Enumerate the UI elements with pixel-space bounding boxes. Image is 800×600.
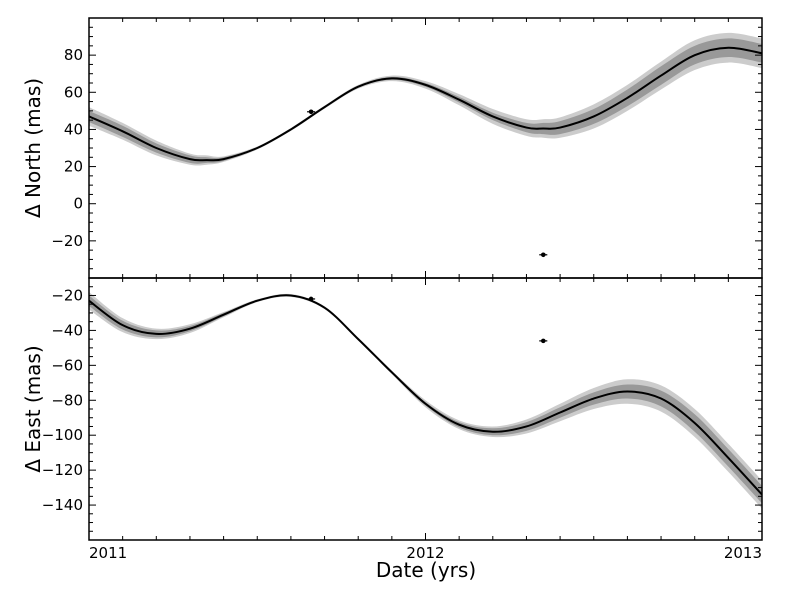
uncertainty-band-outer [89,32,762,166]
uncertainty-band-outer [89,291,762,509]
model-curve [89,294,762,496]
y-tick-label: −20 [51,286,83,304]
data-point [539,338,548,344]
y-tick-label: 60 [64,83,83,101]
x-axis-title: Date (yrs) [376,558,476,582]
y-tick-label: −120 [42,461,83,479]
y-tick-label: −40 [51,321,83,339]
x-tick-label: 2011 [89,544,127,562]
axes-frame [88,17,763,279]
x-tick-label: 2013 [724,544,762,562]
east-panel: −140 −120 −100 −80 −60 −40 −20 Δ East (mas) [21,277,763,541]
plot-area [89,291,762,509]
data-marker [308,109,314,115]
plot-area [89,32,762,258]
y-tick-label: −80 [51,391,83,409]
north-panel: −20 0 20 40 60 80 Δ North (mas) [21,17,763,279]
y-axis-title: Δ East (mas) [21,345,45,472]
y-tick-label: 20 [64,158,83,176]
y-tick-label: 0 [73,195,83,213]
y-tick-label: 40 [64,120,83,138]
data-marker [308,296,314,302]
data-marker [540,338,546,344]
y-tick-label: −140 [42,496,83,514]
data-point [307,109,316,115]
y-tick-label: −20 [51,232,83,250]
y-tick-label: −60 [51,356,83,374]
data-point [539,252,548,258]
data-marker [540,252,546,258]
y-axis-title: Δ North (mas) [21,78,45,218]
data-point [307,296,316,302]
y-tick-label: 80 [64,46,83,64]
y-tick-label: −100 [42,426,83,444]
x-tick-label: 2012 [406,544,444,562]
model-curve [89,46,762,162]
uncertainty-band-inner [89,38,762,164]
